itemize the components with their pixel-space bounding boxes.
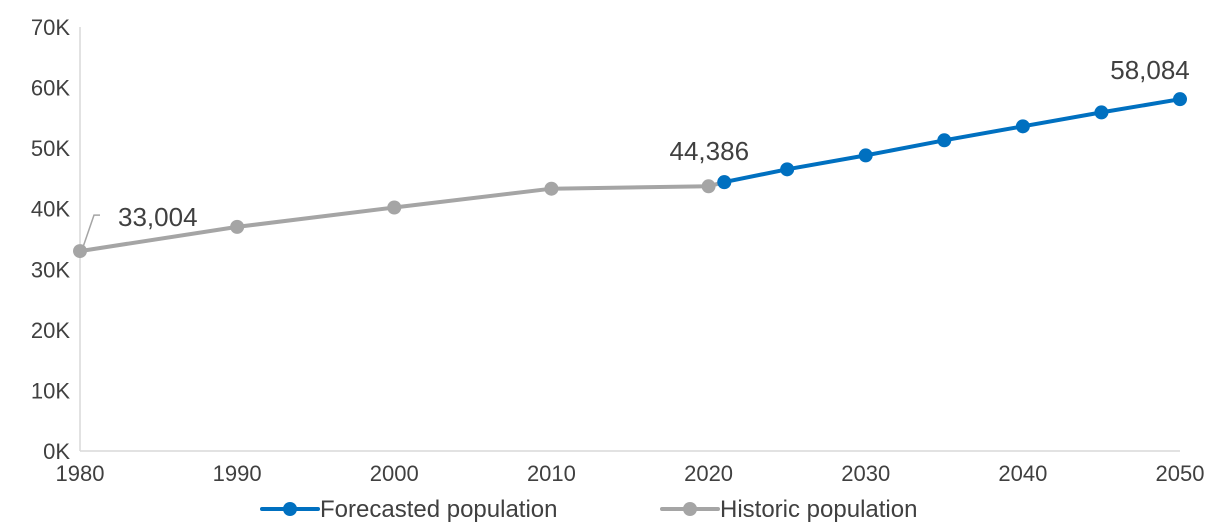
axes xyxy=(79,27,1180,452)
data-point-forecasted-population xyxy=(717,175,732,190)
y-tick-label: 30K xyxy=(31,257,70,282)
data-label: 33,004 xyxy=(118,202,198,232)
y-tick-label: 10K xyxy=(31,378,70,403)
y-tick-label: 60K xyxy=(31,76,70,101)
legend-label: Forecasted population xyxy=(320,496,558,523)
legend-swatch-marker xyxy=(683,502,697,516)
legend-item-historic-population: Historic population xyxy=(660,496,917,523)
legend-swatch-marker xyxy=(283,502,297,516)
data-point-forecasted-population xyxy=(780,162,795,177)
series-forecasted-population xyxy=(717,92,1187,190)
y-tick-label: 40K xyxy=(31,197,70,222)
data-point-forecasted-population xyxy=(858,148,873,163)
data-point-historic-population xyxy=(73,244,87,259)
series-historic-population xyxy=(73,175,732,259)
x-tick-label: 2030 xyxy=(841,461,890,486)
legend-label: Historic population xyxy=(720,496,917,523)
data-point-historic-population xyxy=(544,181,559,196)
y-tick-label: 20K xyxy=(31,318,70,343)
x-tick-label: 1980 xyxy=(56,461,105,486)
data-point-forecasted-population xyxy=(1173,92,1187,107)
y-tick-label: 0K xyxy=(43,439,70,464)
data-label-leader xyxy=(82,214,100,248)
legend-item-forecasted-population: Forecasted population xyxy=(260,496,558,523)
x-tick-label: 2010 xyxy=(527,461,576,486)
data-point-forecasted-population xyxy=(937,133,952,148)
x-tick-label: 2000 xyxy=(370,461,419,486)
x-tick-label: 2020 xyxy=(684,461,733,486)
x-tick-labels: 1980 1990 2000 2010 2020 2030 2040 2050 xyxy=(56,461,1205,486)
y-tick-label: 50K xyxy=(31,136,70,161)
data-point-forecasted-population xyxy=(1094,105,1109,120)
data-point-forecasted-population xyxy=(1015,119,1030,134)
series-layer xyxy=(73,92,1187,259)
data-point-historic-population xyxy=(701,179,716,194)
data-label: 44,386 xyxy=(670,136,750,166)
data-label: 58,084 xyxy=(1110,55,1190,85)
x-tick-label: 2040 xyxy=(998,461,1047,486)
legend: Forecasted population Historic population xyxy=(260,496,917,523)
data-point-historic-population xyxy=(230,219,245,234)
data-point-historic-population xyxy=(387,200,402,215)
x-tick-label: 1990 xyxy=(213,461,262,486)
y-tick-label: 70K xyxy=(31,15,70,40)
x-tick-label: 2050 xyxy=(1156,461,1205,486)
y-tick-labels: 0K 10K 20K 30K 40K 50K 60K 70K xyxy=(31,15,70,464)
data-labels: 33,004 44,386 58,084 xyxy=(82,55,1190,248)
